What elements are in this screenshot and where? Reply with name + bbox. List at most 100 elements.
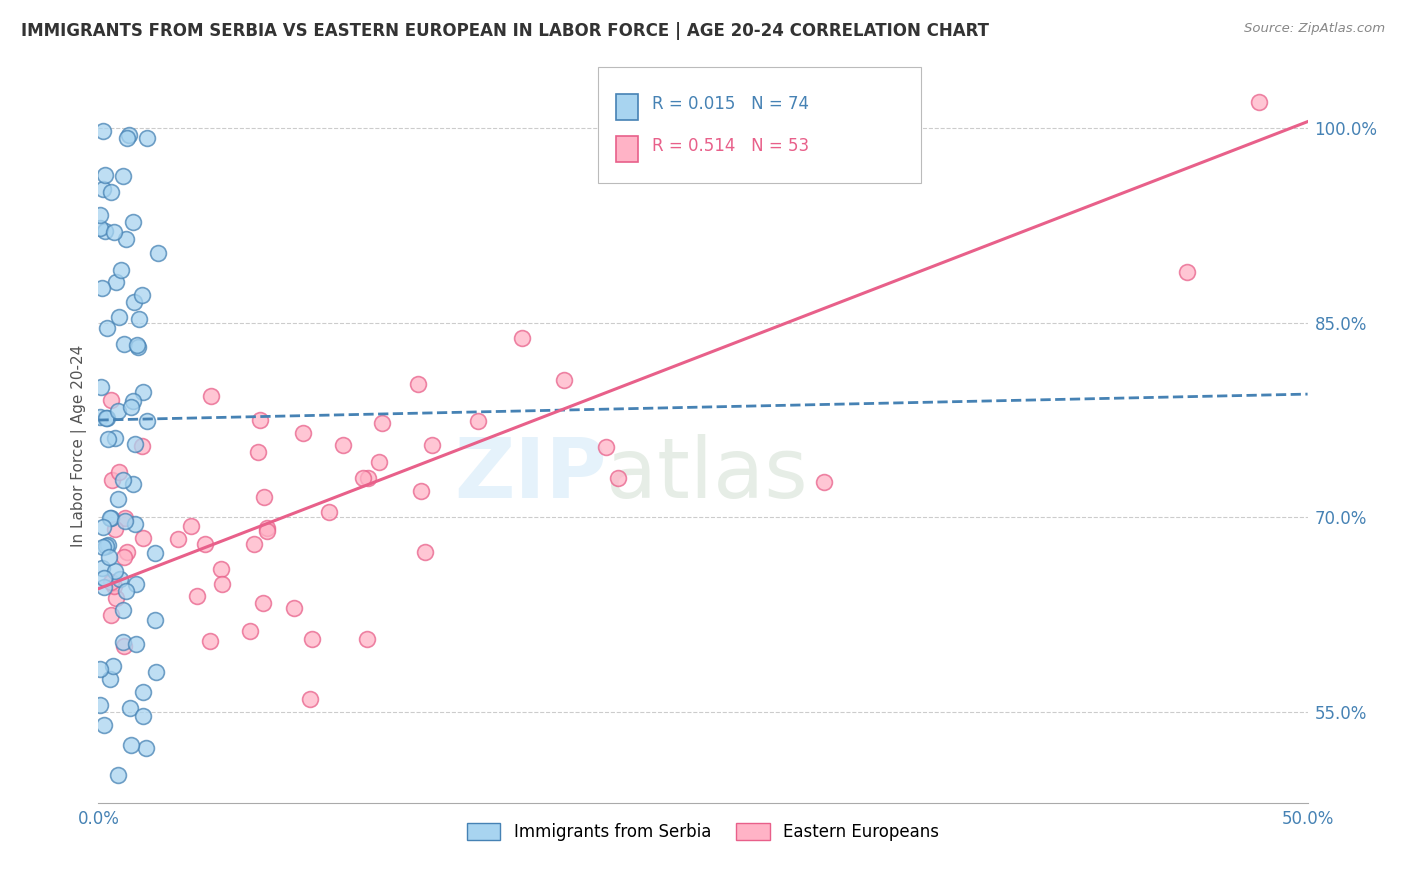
Point	[97, 538, 120, 552]
Point	[413, 545, 436, 559]
Point	[301, 632, 323, 646]
Point	[90, 380, 112, 394]
Point	[292, 426, 315, 441]
Legend: Immigrants from Serbia, Eastern Europeans: Immigrants from Serbia, Eastern European…	[461, 816, 945, 848]
Point	[91, 182, 114, 196]
Point	[136, 414, 159, 428]
Point	[112, 473, 135, 487]
Point	[108, 572, 131, 586]
Point	[186, 589, 208, 603]
Point	[127, 338, 149, 352]
Point	[89, 410, 111, 425]
Point	[249, 412, 271, 426]
Point	[200, 389, 222, 403]
Point	[100, 511, 122, 525]
Point	[100, 185, 122, 199]
Point	[91, 124, 114, 138]
Point	[93, 580, 115, 594]
Point	[252, 490, 274, 504]
Point	[107, 310, 129, 324]
Point	[120, 401, 142, 415]
Point	[104, 431, 127, 445]
Point	[148, 245, 170, 260]
Point	[100, 393, 122, 408]
Point	[125, 637, 148, 651]
Point	[93, 571, 115, 585]
Point	[98, 672, 121, 686]
Point	[90, 281, 112, 295]
Point	[103, 579, 125, 593]
Point	[211, 577, 233, 591]
Text: R = 0.015   N = 74: R = 0.015 N = 74	[652, 95, 810, 113]
Point	[118, 128, 141, 143]
Point	[209, 562, 232, 576]
Point	[112, 602, 135, 616]
Point	[131, 439, 153, 453]
Point	[131, 288, 153, 302]
Point	[128, 312, 150, 326]
Point	[103, 225, 125, 239]
Point	[145, 665, 167, 679]
Point	[406, 377, 429, 392]
Point	[124, 295, 146, 310]
Point	[107, 768, 129, 782]
Point	[104, 522, 127, 536]
Point	[90, 561, 112, 575]
Point	[103, 658, 125, 673]
Point	[124, 517, 146, 532]
Point	[411, 484, 433, 499]
Point	[98, 549, 121, 564]
Text: IMMIGRANTS FROM SERBIA VS EASTERN EUROPEAN IN LABOR FORCE | AGE 20-24 CORRELATIO: IMMIGRANTS FROM SERBIA VS EASTERN EUROPE…	[21, 22, 988, 40]
Point	[124, 436, 146, 450]
Point	[125, 577, 148, 591]
Point	[89, 208, 111, 222]
Point	[194, 536, 217, 550]
Point	[242, 537, 264, 551]
Y-axis label: In Labor Force | Age 20-24: In Labor Force | Age 20-24	[72, 345, 87, 547]
Point	[247, 445, 270, 459]
Point	[813, 475, 835, 489]
Point	[89, 220, 111, 235]
Point	[114, 514, 136, 528]
Point	[298, 692, 321, 706]
Point	[198, 634, 221, 648]
Point	[607, 471, 630, 485]
Point	[420, 438, 443, 452]
Point	[115, 545, 138, 559]
Point	[104, 564, 127, 578]
Point	[100, 608, 122, 623]
Point	[256, 521, 278, 535]
Point	[595, 440, 617, 454]
Point	[143, 547, 166, 561]
Point	[117, 131, 139, 145]
Point	[100, 511, 122, 525]
Point	[1249, 95, 1271, 110]
Point	[283, 600, 305, 615]
Point	[96, 539, 118, 553]
Point	[112, 337, 135, 351]
Point	[115, 232, 138, 246]
Point	[91, 520, 114, 534]
Point	[356, 632, 378, 647]
Point	[121, 477, 143, 491]
Point	[135, 741, 157, 756]
Point	[91, 540, 114, 554]
Point	[114, 583, 136, 598]
Point	[318, 505, 340, 519]
Point	[120, 738, 142, 752]
Point	[105, 275, 128, 289]
Point	[553, 373, 575, 387]
Point	[510, 331, 533, 345]
Point	[1175, 264, 1198, 278]
Point	[112, 550, 135, 565]
Point	[120, 701, 142, 715]
Point	[132, 384, 155, 399]
Point	[101, 473, 124, 487]
Text: atlas: atlas	[606, 434, 808, 515]
Point	[352, 471, 374, 485]
Point	[367, 455, 389, 469]
Point	[108, 465, 131, 479]
Point	[104, 591, 127, 605]
Point	[132, 684, 155, 698]
Point	[122, 394, 145, 409]
